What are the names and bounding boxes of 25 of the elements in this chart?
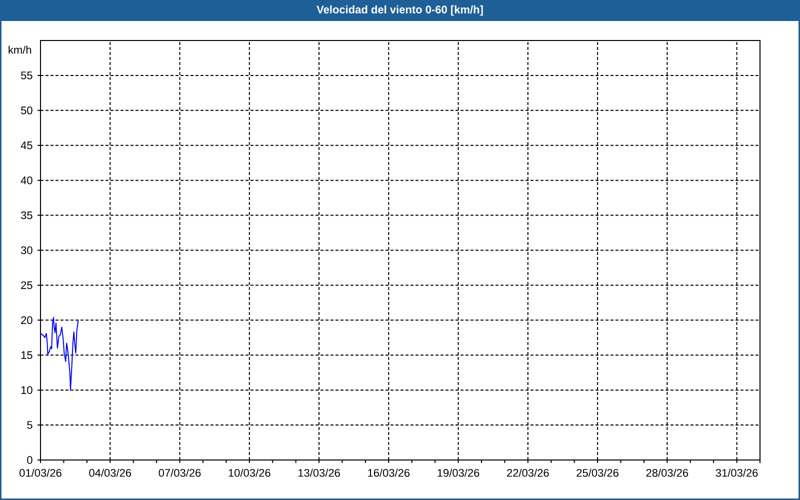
x-tick-label: 07/03/26 — [158, 468, 201, 477]
y-tick-label: 55 — [20, 72, 32, 80]
y-tick-label: 35 — [20, 211, 32, 220]
x-tick-label: 19/03/26 — [438, 468, 480, 477]
chart-title: Velocidad del viento 0-60 [km/h] — [316, 5, 483, 16]
y-tick-label: 10 — [21, 386, 32, 394]
y-tick-label: 45 — [20, 142, 32, 150]
y-tick-label: 5 — [27, 421, 32, 429]
y-axis-title: km/h — [8, 46, 32, 54]
y-tick-label: 30 — [20, 246, 32, 254]
x-tick-label: 28/03/26 — [646, 468, 688, 477]
x-tick-label: 22/03/26 — [507, 468, 549, 477]
y-tick-label: 15 — [21, 351, 32, 359]
x-tick-label: 25/03/26 — [576, 468, 618, 477]
x-tick-label: 10/03/26 — [228, 468, 270, 477]
y-tick-label: 50 — [20, 106, 32, 114]
x-tick-label: 13/03/26 — [298, 468, 340, 477]
x-tick-label: 31/03/26 — [716, 468, 758, 477]
x-tick-label: 01/03/26 — [20, 468, 62, 477]
y-tick-label: 0 — [27, 456, 32, 464]
y-tick-label: 40 — [20, 176, 32, 184]
x-tick-label: 16/03/26 — [368, 468, 410, 477]
y-tick-label: 25 — [21, 281, 32, 290]
y-tick-label: 20 — [21, 316, 32, 324]
x-tick-label: 04/03/26 — [89, 468, 132, 477]
